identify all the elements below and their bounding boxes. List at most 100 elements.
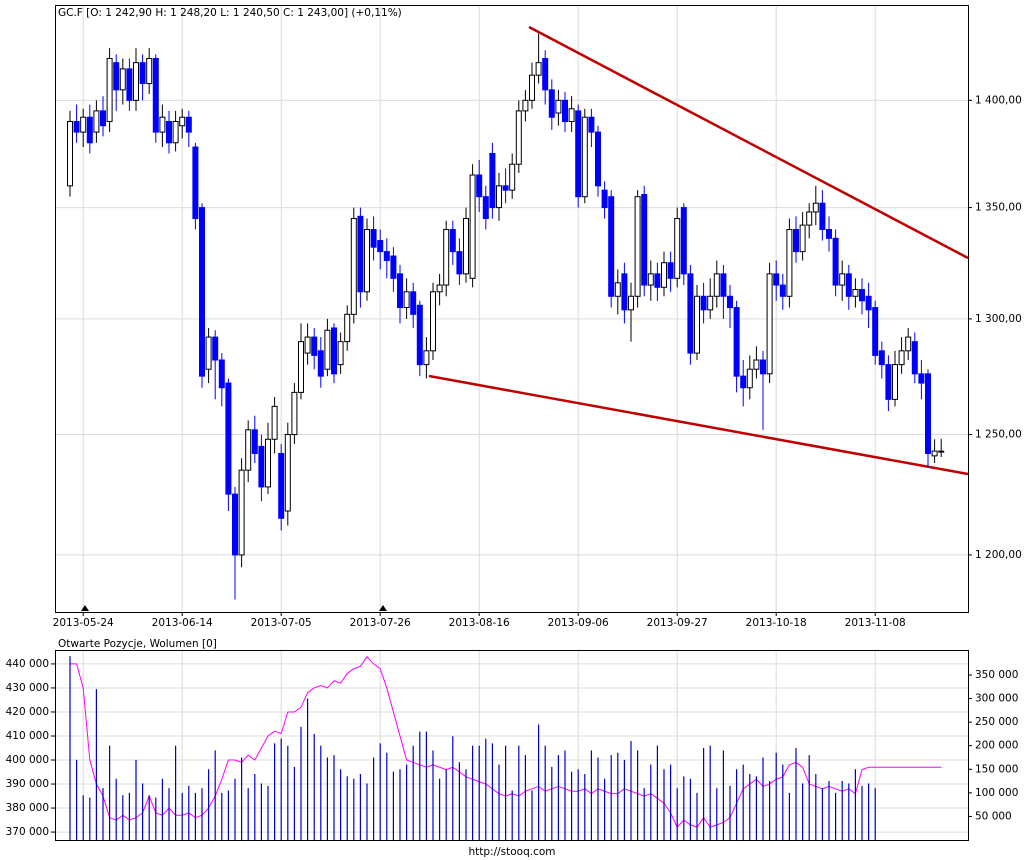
candle-body	[344, 313, 351, 343]
y-tick-label: 400 000	[6, 754, 49, 766]
candle-body	[931, 450, 938, 457]
y-tick-label: 440 000	[6, 658, 49, 670]
candle-body	[337, 341, 344, 366]
y2-tick-label: 200 000	[975, 740, 1018, 752]
x-tick-label: 2013-06-14	[152, 617, 213, 629]
y-tick-label: 430 000	[6, 682, 49, 694]
candle-body	[859, 289, 865, 302]
candle-body	[430, 291, 436, 352]
x-tick-label: 2013-07-26	[350, 617, 411, 629]
candle-body	[614, 282, 621, 297]
candle-body	[364, 229, 370, 293]
candle-body	[423, 350, 430, 366]
candle-body	[700, 295, 707, 311]
y2-tick-label: 50 000	[975, 810, 1012, 822]
candle-body	[562, 99, 568, 122]
candle-body	[502, 185, 509, 191]
candle-body	[218, 359, 225, 389]
candle-body	[410, 291, 417, 315]
candle-body	[172, 120, 179, 144]
x-tick-label: 2013-05-24	[53, 617, 114, 629]
candle-body	[634, 196, 641, 297]
candle-body	[872, 307, 879, 356]
y-tick-label: 1 300,00	[975, 313, 1022, 325]
candle-body	[522, 99, 529, 112]
candle-body	[205, 336, 212, 370]
y2-tick-label: 350 000	[975, 669, 1018, 681]
candle-body	[251, 429, 258, 454]
marker	[81, 605, 89, 611]
candle-body	[819, 202, 826, 231]
candle-body	[733, 307, 740, 377]
candle-body	[284, 434, 291, 512]
candle-body	[595, 131, 601, 187]
y-tick-label: 410 000	[6, 730, 49, 742]
candle-body	[740, 375, 747, 389]
candle-body	[542, 58, 549, 91]
candle-body	[449, 229, 456, 253]
candle-body	[806, 211, 813, 226]
candle-body	[238, 469, 245, 556]
candle-body	[331, 327, 337, 375]
candle-body	[852, 289, 859, 297]
main-frame	[55, 5, 969, 613]
candle-body	[799, 224, 806, 253]
candle-body	[515, 110, 522, 165]
y-tick-label: 390 000	[6, 778, 49, 790]
candle-body	[707, 295, 714, 311]
candle-body	[278, 452, 285, 519]
y-tick-label: 1 200,00	[975, 549, 1022, 561]
candle-body	[581, 116, 588, 198]
candle-body	[865, 295, 872, 311]
candle-body	[568, 108, 575, 122]
candle-body	[232, 493, 238, 556]
candle-body	[436, 284, 443, 293]
candle-body	[687, 273, 694, 354]
candle-body	[383, 251, 390, 261]
candle-body	[476, 174, 483, 198]
candle-body	[119, 68, 126, 91]
candle-body	[416, 304, 423, 366]
y2-tick-label: 100 000	[975, 787, 1018, 799]
candle-body	[713, 273, 720, 297]
candle-body	[113, 62, 120, 91]
candle-body	[403, 291, 410, 309]
candle-body	[898, 350, 905, 366]
candle-body	[575, 110, 582, 198]
candle-body	[548, 89, 555, 118]
candle-body	[443, 229, 450, 286]
candle-body	[146, 58, 153, 85]
candle-body	[905, 336, 912, 352]
candle-body	[350, 218, 357, 315]
y-tick-label: 1 250,00	[975, 429, 1022, 441]
y-tick-label: 420 000	[6, 706, 49, 718]
candle-body	[463, 218, 469, 275]
candle-body	[786, 229, 793, 297]
candle-body	[647, 273, 654, 286]
candle-body	[258, 445, 265, 488]
candle-body	[67, 120, 73, 187]
candle-body	[753, 359, 760, 370]
candle-body	[925, 373, 931, 454]
candle-body	[166, 120, 172, 144]
candle-body	[298, 341, 304, 393]
candle-body	[86, 116, 93, 144]
candle-body	[694, 295, 700, 354]
candle-body	[918, 373, 925, 384]
candle-body	[779, 284, 786, 297]
x-tick-label: 2013-08-16	[449, 617, 510, 629]
candle-body	[535, 62, 542, 76]
candle-body	[760, 359, 766, 375]
candle-body	[529, 74, 535, 101]
candle-body	[489, 152, 496, 209]
candle-body	[370, 229, 377, 248]
x-tick-label: 2013-07-05	[251, 617, 312, 629]
trend-line	[528, 25, 969, 260]
candle-body	[317, 350, 324, 377]
candle-body	[654, 273, 661, 288]
candle-body	[245, 429, 252, 471]
candle-body	[621, 273, 628, 311]
candle-body	[311, 336, 318, 356]
candle-body	[159, 116, 166, 133]
